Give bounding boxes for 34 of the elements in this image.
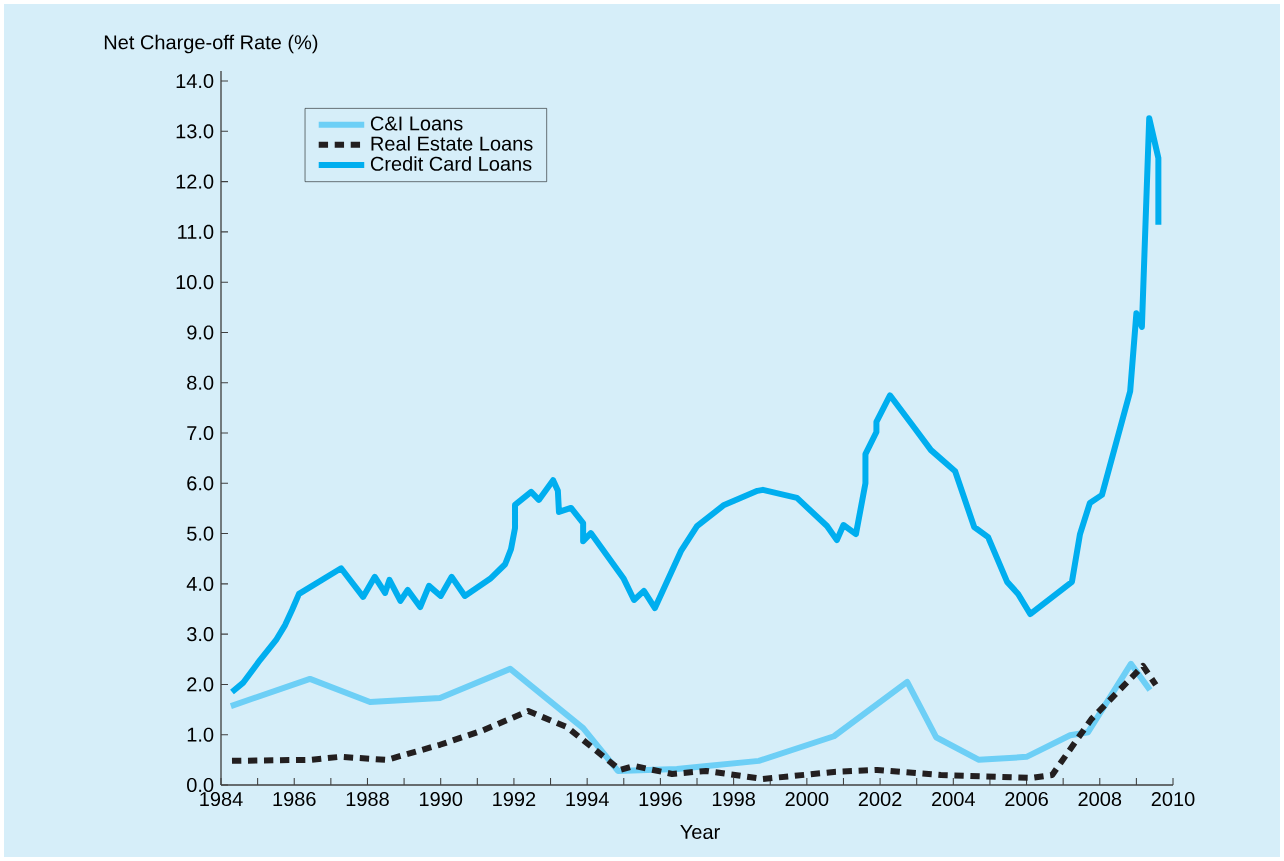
- y-tick-label: 2.0: [187, 677, 214, 692]
- x-tick-label: 2004: [932, 791, 975, 807]
- y-tick-label: 1.0: [187, 727, 214, 742]
- y-tick-label: 0.0: [187, 777, 214, 793]
- x-tick-label: 2006: [1005, 791, 1048, 807]
- y-tick-label: 14.0: [176, 73, 214, 89]
- x-tick-label: 1996: [639, 791, 682, 807]
- x-axis-title: Year: [680, 825, 720, 839]
- y-tick-label: 13.0: [176, 124, 214, 139]
- x-tick-label: 2008: [1078, 791, 1122, 807]
- x-tick-label: 2000: [785, 791, 829, 807]
- y-tick-label: 7.0: [187, 425, 214, 441]
- y-tick-label: 3.0: [187, 627, 214, 642]
- y-tick-label: 11.0: [178, 224, 214, 239]
- y-tick-label: 6.0: [187, 476, 214, 491]
- x-tick-label: 2010: [1151, 791, 1195, 807]
- x-tick-label: 1992: [493, 791, 536, 807]
- legend-label: Real Estate Loans: [371, 136, 533, 151]
- y-axis-title: Net Charge-off Rate (%): [104, 34, 318, 54]
- y-tick-label: 8.0: [187, 375, 214, 390]
- y-tick-label: 5.0: [187, 526, 214, 541]
- legend-label: Credit Card Loans: [370, 156, 532, 171]
- y-tick-label: 4.0: [186, 576, 214, 591]
- x-tick-label: 2002: [858, 791, 902, 807]
- x-tick-label: 1990: [419, 791, 463, 807]
- x-tick-label: 1986: [273, 791, 316, 807]
- x-tick-label: 1998: [712, 791, 755, 807]
- x-tick-label: 1988: [346, 791, 389, 807]
- legend-label: C&I Loans: [370, 116, 463, 131]
- x-tick-label: 1994: [566, 791, 609, 807]
- y-tick-label: 12.0: [176, 174, 214, 189]
- y-tick-label: 9.0: [187, 325, 214, 340]
- y-tick-label: 10.0: [176, 275, 214, 290]
- x-tick-label: 1984: [200, 791, 243, 807]
